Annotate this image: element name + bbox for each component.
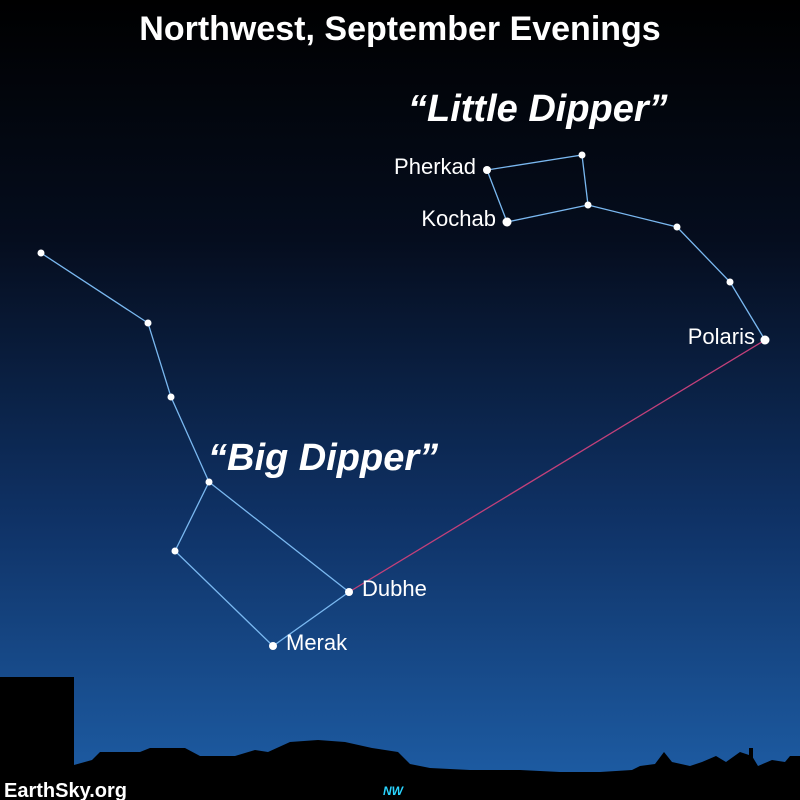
big-dipper-star-handle-end [37, 249, 45, 257]
horizon-silhouette [0, 677, 800, 800]
big-dipper-star-bowl-top [205, 478, 213, 486]
post-silhouette [749, 748, 753, 768]
big-dipper-label: “Big Dipper” [208, 437, 438, 479]
big-dipper-star-handle-3 [167, 393, 175, 401]
star-dubhe [345, 588, 353, 596]
star-kochab [502, 217, 512, 227]
label-dubhe: Dubhe [362, 576, 427, 601]
little-dipper-star-bowl-2 [584, 201, 592, 209]
ground-silhouette [74, 740, 800, 800]
label-merak: Merak [286, 630, 348, 655]
star-pherkad [483, 166, 491, 174]
label-kochab: Kochab [421, 206, 496, 231]
building-silhouette [0, 677, 74, 800]
little-dipper-handle-line [587, 204, 766, 341]
little-dipper-label: “Little Dipper” [408, 88, 668, 130]
label-polaris: Polaris [688, 324, 755, 349]
page-title: Northwest, September Evenings [139, 10, 660, 48]
earthsky-credit: EarthSky.org [4, 780, 127, 800]
big-dipper-star-bowl-bottom [171, 547, 179, 555]
star-polaris [760, 335, 770, 345]
star-merak [269, 642, 277, 650]
direction-label: NW [383, 784, 405, 798]
big-dipper-star-handle-2 [144, 319, 152, 327]
little-dipper-star-handle-1 [673, 223, 681, 231]
little-dipper-star-bowl-1 [578, 151, 586, 159]
pointer-line [348, 339, 766, 593]
big-dipper-handle-line [40, 252, 210, 483]
label-pherkad: Pherkad [394, 154, 476, 179]
little-dipper-star-handle-2 [726, 278, 734, 286]
